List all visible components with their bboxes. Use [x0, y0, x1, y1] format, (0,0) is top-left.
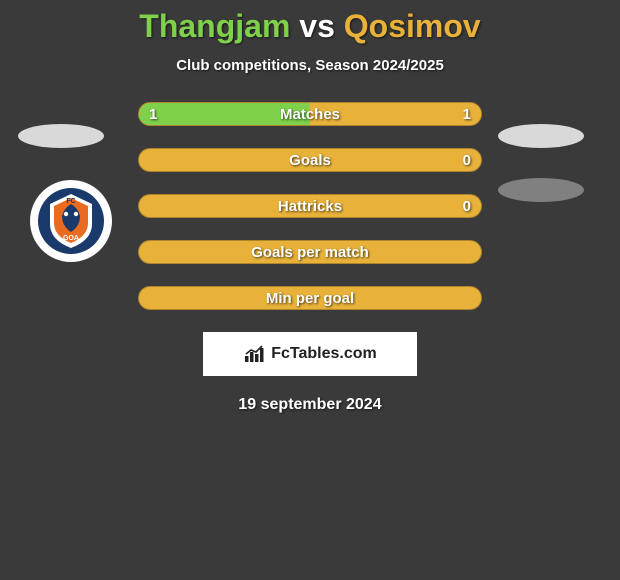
title-vs: vs [290, 8, 343, 44]
stat-label: Matches [280, 106, 340, 123]
stats-container: 1 1 Matches 0 Goals 0 Hattricks Goals per match… [138, 102, 482, 310]
title-player1: Thangjam [139, 8, 290, 44]
stat-value-right: 0 [463, 198, 471, 215]
stat-label: Min per goal [266, 290, 354, 307]
stat-label: Goals [289, 152, 331, 169]
placeholder-ellipse-left-top [18, 124, 104, 148]
footer-date: 19 september 2024 [0, 396, 620, 414]
stat-row: 1 1 Matches [138, 102, 482, 126]
club-badge: FC GOA [30, 180, 112, 262]
stat-row: Min per goal [138, 286, 482, 310]
stat-row: Goals per match [138, 240, 482, 264]
stat-row: 0 Hattricks [138, 194, 482, 218]
title-player2: Qosimov [344, 8, 481, 44]
stat-value-right: 1 [463, 106, 471, 123]
stat-value-left: 1 [149, 106, 157, 123]
placeholder-ellipse-right-top [498, 124, 584, 148]
stat-label: Goals per match [251, 244, 369, 261]
branding-text: FcTables.com [271, 345, 377, 363]
placeholder-ellipse-right-mid [498, 178, 584, 202]
page-title: Thangjam vs Qosimov [0, 0, 620, 45]
stat-row: 0 Goals [138, 148, 482, 172]
subtitle: Club competitions, Season 2024/2025 [0, 57, 620, 74]
stat-value-right: 0 [463, 152, 471, 169]
svg-text:FC: FC [66, 198, 75, 205]
svg-text:GOA: GOA [63, 235, 79, 242]
club-badge-icon: FC GOA [36, 186, 106, 256]
branding-box: FcTables.com [203, 332, 417, 376]
chart-icon [243, 344, 267, 364]
stat-label: Hattricks [278, 198, 342, 215]
